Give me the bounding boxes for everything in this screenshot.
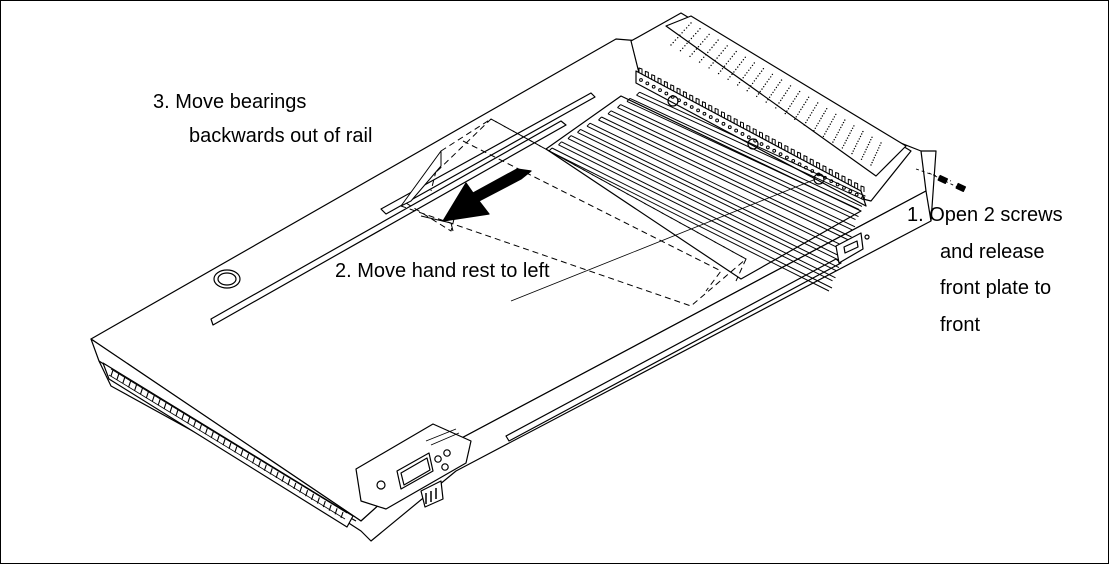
step-3-label: 3. Move bearings backwards out of rail xyxy=(153,85,372,153)
side-connector xyxy=(835,232,870,264)
hand-rest-front xyxy=(400,150,442,207)
move-left-arrow xyxy=(442,168,532,222)
step-1-line-4: front xyxy=(940,313,981,336)
step-2-label: 2. Move hand rest to left xyxy=(335,254,550,288)
step-2-line-1: 2. Move hand rest to left xyxy=(335,260,550,282)
left-rail-slot-upper xyxy=(380,92,596,215)
right-rail-slot xyxy=(505,258,842,442)
left-rail-slot xyxy=(210,120,567,326)
control-panel xyxy=(355,423,472,510)
step-1-label: 1. Open 2 screws and release front plate… xyxy=(907,197,1063,343)
step-3-line-2: backwards out of rail xyxy=(189,125,373,147)
step-1-line-2: and release xyxy=(940,240,1045,263)
step-1-line-1: 1. Open 2 screws xyxy=(907,204,1063,226)
roller-bed xyxy=(545,95,862,280)
dotted-panel xyxy=(665,15,907,177)
gear-rack xyxy=(635,67,867,207)
step-3-line-1: 3. Move bearings xyxy=(153,91,307,113)
round-button xyxy=(213,269,241,289)
vent-grille xyxy=(102,362,354,528)
device-side-edge xyxy=(921,150,937,222)
screws xyxy=(915,168,967,193)
step-1-line-3: front plate to xyxy=(940,277,1052,299)
